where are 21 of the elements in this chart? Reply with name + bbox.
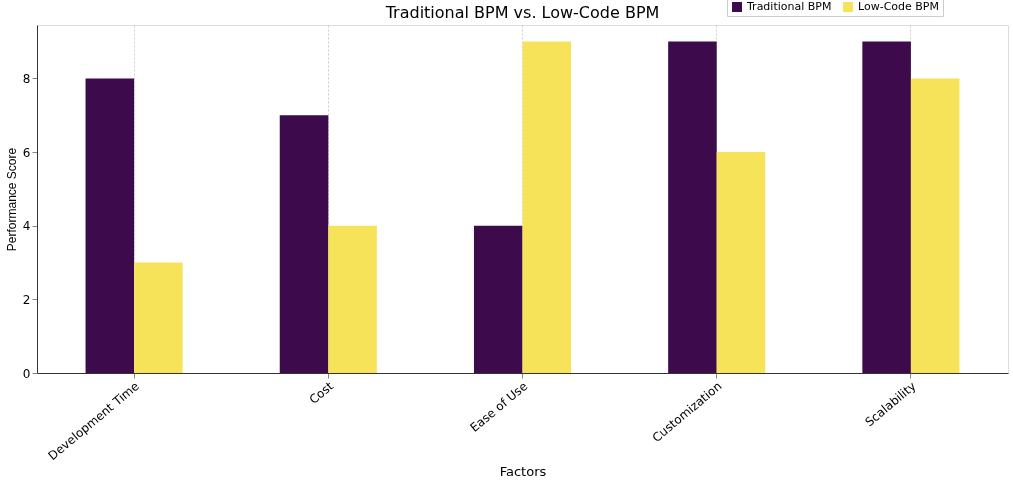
bar (668, 41, 717, 373)
legend-label: Low-Code BPM (858, 0, 939, 13)
chart-title: Traditional BPM vs. Low-Code BPM (384, 3, 660, 22)
y-tick-label: 6 (22, 145, 31, 160)
bar (862, 41, 911, 373)
legend-label: Traditional BPM (746, 0, 832, 13)
bar (910, 78, 960, 373)
y-tick-label: 4 (22, 219, 31, 234)
y-tick-label: 8 (22, 71, 31, 86)
bar (522, 41, 572, 373)
bar (85, 78, 135, 373)
bar (473, 225, 523, 373)
x-axis-title: Factors (499, 464, 547, 480)
bar (716, 152, 766, 373)
y-tick-label: 2 (22, 292, 31, 307)
bar (279, 115, 329, 373)
y-tick-label: 0 (22, 366, 31, 381)
bar (328, 225, 377, 373)
y-axis-title: Performance Score (4, 147, 19, 252)
bar (134, 262, 183, 373)
x-tick-label: Cost (306, 378, 337, 407)
